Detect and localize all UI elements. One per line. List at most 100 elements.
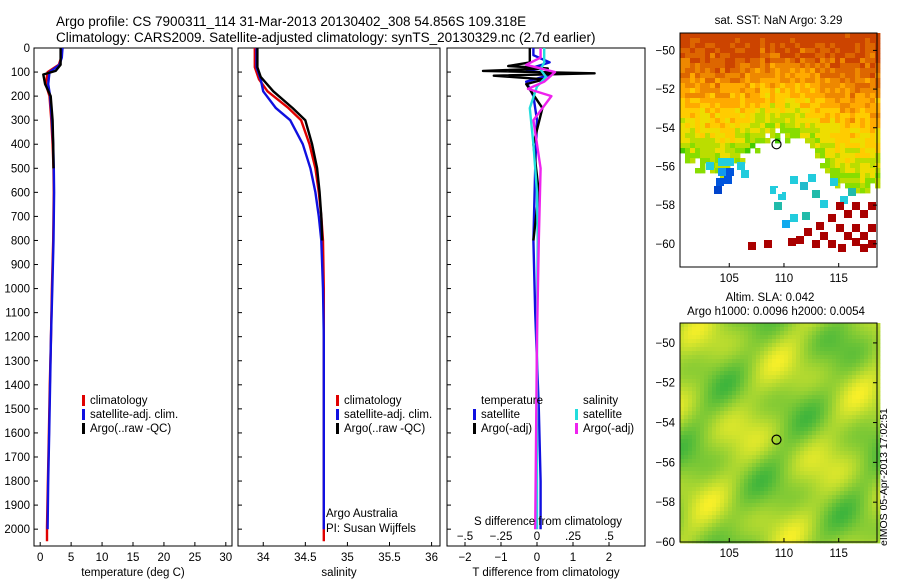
sst-map-cell (700, 133, 706, 139)
sla-map-cell (860, 423, 865, 428)
sla-map-cell (680, 339, 685, 344)
sla-map-cell (856, 355, 861, 360)
sla-map-cell (716, 359, 721, 364)
sla-map-cell (836, 519, 841, 524)
sla-map-cell (804, 439, 809, 444)
sla-map-cell (864, 359, 869, 364)
sla-map-cell (828, 331, 833, 336)
sla-map-cell (828, 391, 833, 396)
sst-map-cell (680, 108, 686, 114)
sla-map-cell (744, 327, 749, 332)
sst-map-cell (765, 103, 771, 109)
sst-map-cell (840, 63, 846, 69)
sst-map-cell (805, 123, 811, 129)
sla-map-cell (876, 479, 881, 484)
sst-map-cell (735, 118, 741, 124)
sst-map-cell (795, 33, 801, 39)
sla-map-cell (832, 435, 837, 440)
sla-map-cell (720, 387, 725, 392)
sla-map-cell (724, 523, 729, 528)
sla-map-cell (816, 451, 821, 456)
sla-map-cell (856, 515, 861, 520)
sla-map-cell (704, 391, 709, 396)
sla-map-cell (844, 523, 849, 528)
sla-map-cell (688, 415, 693, 420)
sla-map-cell (812, 323, 817, 328)
sla-map-cell (700, 335, 705, 340)
sla-map-cell (768, 491, 773, 496)
sla-map-cell (784, 371, 789, 376)
sla-map-cell (744, 343, 749, 348)
sla-map-cell (768, 423, 773, 428)
sla-map-cell (728, 519, 733, 524)
sst-map-cell (770, 128, 776, 134)
sst-map-cell (775, 133, 781, 139)
sla-map-cell (800, 331, 805, 336)
sst-map-cell (735, 143, 741, 149)
sla-map-cell (724, 347, 729, 352)
temperature-xtick-label: 0 (37, 552, 43, 564)
sla-map-cell (864, 323, 869, 328)
sst-map-cell (800, 78, 806, 84)
sla-map-cell (812, 495, 817, 500)
sla-map-cell (832, 327, 837, 332)
sla-map-cell (704, 399, 709, 404)
sla-map-cell (692, 495, 697, 500)
sla-map-cell (772, 515, 777, 520)
sla-map-cell (704, 363, 709, 368)
sla-map-cell (852, 471, 857, 476)
sst-map-cell (785, 98, 791, 104)
sst-map-cell (705, 108, 711, 114)
sla-map-cell (800, 503, 805, 508)
sla-map-cell (832, 355, 837, 360)
sst-map-cell (815, 103, 821, 109)
sst-map-cell (855, 183, 861, 189)
sla-map-cell (684, 451, 689, 456)
sla-map-cell (812, 359, 817, 364)
sla-map-cell (828, 483, 833, 488)
sla-map-cell (860, 383, 865, 388)
sla-map-cell (824, 431, 829, 436)
sst-map-cell (710, 118, 716, 124)
sla-map-cell (780, 503, 785, 508)
sla-map-cell (792, 391, 797, 396)
sla-map-cell (796, 463, 801, 468)
sla-map-cell (856, 443, 861, 448)
sla-map-cell (792, 511, 797, 516)
sla-map-cell (872, 427, 877, 432)
sla-map-cell (808, 383, 813, 388)
sla-map-cell (844, 367, 849, 372)
sst-map-cell (725, 128, 731, 134)
sst-map-cell (700, 163, 706, 169)
sla-map-cell (824, 495, 829, 500)
sla-map-cell (700, 519, 705, 524)
sla-map-cell (816, 483, 821, 488)
sla-map-cell (716, 459, 721, 464)
sst-map-cell (685, 88, 691, 94)
difference-xtick-label: −1 (494, 552, 507, 564)
sla-map-cell (816, 347, 821, 352)
sst-map-cell (740, 138, 746, 144)
sla-map-cell (772, 519, 777, 524)
sla-map-cell (796, 443, 801, 448)
sla-map-cell (776, 527, 781, 532)
sla-map-cell (872, 367, 877, 372)
sla-map-cell (776, 375, 781, 380)
sla-map-cell (700, 367, 705, 372)
sst-map-cell (730, 48, 736, 54)
sla-map-cell (712, 483, 717, 488)
sla-map-cell (756, 471, 761, 476)
sla-map-cell (812, 419, 817, 424)
sst-map-xtick-label: 110 (775, 273, 793, 285)
sla-map-cell (836, 455, 841, 460)
sst-map-cell (820, 43, 826, 49)
sst-map-cell (875, 38, 881, 44)
sst-map-cell (735, 153, 741, 159)
sst-map-cell (845, 78, 851, 84)
sla-map-cell (720, 499, 725, 504)
sla-map-cell (792, 375, 797, 380)
sla-map-cell (836, 343, 841, 348)
sst-map-cell (715, 33, 721, 39)
sla-map-cell (796, 411, 801, 416)
sla-map-cell (704, 487, 709, 492)
